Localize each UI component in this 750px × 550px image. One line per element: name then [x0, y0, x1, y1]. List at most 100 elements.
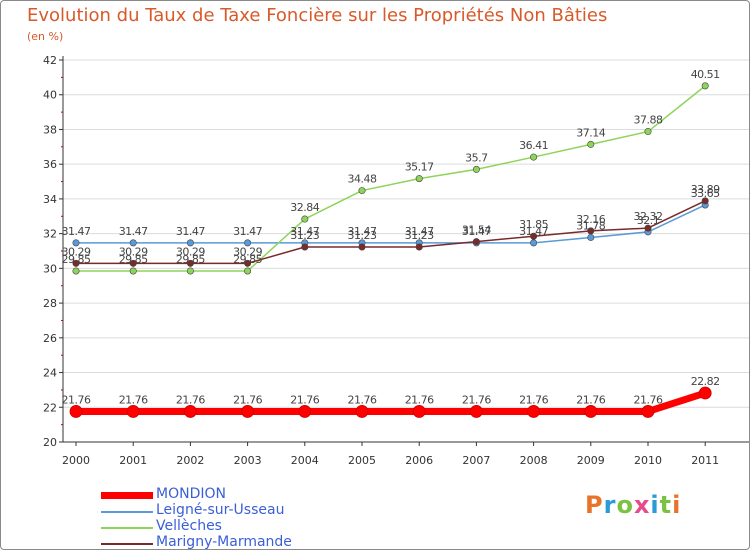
legend-swatch: [101, 527, 153, 529]
series-point: [186, 267, 194, 275]
data-label: 21.76: [62, 393, 91, 406]
legend-label: Leigné-sur-Usseau: [156, 502, 285, 518]
data-label: 31.47: [348, 225, 377, 238]
data-label: 31.47: [62, 225, 91, 238]
y-tick-label: 32: [43, 228, 57, 241]
series-point: [72, 259, 80, 267]
x-tick-label: 2000: [62, 454, 90, 467]
data-label: 30.29: [233, 245, 262, 258]
logo-letter: t: [659, 491, 673, 519]
data-label: 31.23: [348, 229, 377, 242]
series-point: [698, 386, 712, 400]
series-point: [587, 227, 595, 235]
series-line-3: [75, 200, 706, 265]
series-point: [129, 259, 137, 267]
logo-letter: x: [633, 491, 651, 519]
series-point: [587, 140, 595, 148]
y-tick-label: 26: [43, 332, 57, 345]
data-label: 35.7: [465, 151, 488, 164]
data-label: 32.1: [637, 214, 660, 227]
data-label: 30.29: [62, 245, 91, 258]
data-label: 31.47: [519, 225, 548, 238]
y-tick-label: 28: [43, 297, 57, 310]
data-label: 36.41: [519, 139, 548, 152]
y-tick-label: 20: [43, 436, 57, 449]
x-tick-label: 2001: [119, 454, 147, 467]
x-tick-label: 2002: [176, 454, 204, 467]
series-point: [530, 153, 538, 161]
series-point: [530, 239, 538, 247]
data-label: 32.16: [576, 213, 605, 226]
data-label: 31.47: [119, 225, 148, 238]
series-point: [186, 239, 194, 247]
data-label: 21.76: [405, 393, 434, 406]
series-point: [644, 224, 652, 232]
series-point: [644, 128, 652, 136]
legend-label: Vellèches: [156, 518, 222, 534]
y-tick-label: 24: [43, 367, 57, 380]
series-point: [72, 239, 80, 247]
logo-letter: r: [603, 491, 617, 519]
data-label: 31.47: [462, 225, 491, 238]
data-label: 40.51: [691, 68, 720, 81]
series-point: [530, 232, 538, 240]
proxiti-logo: Proxiti: [585, 491, 681, 519]
y-tick-label: 42: [43, 54, 57, 67]
data-label: 31.78: [576, 219, 605, 232]
legend-swatch: [101, 543, 153, 545]
data-label: 21.76: [519, 393, 548, 406]
logo-letter: i: [650, 491, 660, 519]
series-point: [701, 82, 709, 90]
series-line-1: [75, 204, 706, 244]
series-point: [584, 405, 598, 418]
data-label: 21.76: [119, 393, 148, 406]
x-tick-label: 2010: [634, 454, 662, 467]
data-label: 21.76: [634, 393, 663, 406]
legend-label: Marigny-Marmande: [156, 534, 292, 550]
data-label: 29.85: [233, 253, 262, 266]
chart-title: Evolution du Taux de Taxe Foncière sur l…: [27, 5, 608, 26]
data-label: 21.76: [576, 393, 605, 406]
data-label: 21.76: [462, 393, 491, 406]
x-tick-label: 2005: [348, 454, 376, 467]
data-label: 31.23: [405, 229, 434, 242]
y-tick-label: 36: [43, 158, 57, 171]
series-point: [72, 267, 80, 275]
series-point: [69, 405, 83, 418]
data-label: 31.47: [176, 225, 205, 238]
data-label: 21.76: [176, 393, 205, 406]
legend-swatch: [101, 492, 153, 499]
series-point: [129, 239, 137, 247]
x-tick-label: 2007: [462, 454, 490, 467]
data-label: 37.14: [576, 126, 605, 139]
x-tick-label: 2011: [691, 454, 719, 467]
series-point: [355, 405, 369, 418]
data-label: 22.82: [691, 375, 720, 388]
series-point: [412, 405, 426, 418]
x-tick-label: 2006: [405, 454, 433, 467]
series-point: [641, 405, 655, 418]
data-label: 31.47: [233, 225, 262, 238]
data-label: 31.85: [519, 218, 548, 231]
series-point: [415, 243, 423, 251]
series-point: [298, 405, 312, 418]
x-tick-label: 2008: [520, 454, 548, 467]
data-label: 21.76: [290, 393, 319, 406]
series-point: [358, 243, 366, 251]
series-point: [126, 405, 140, 418]
y-tick-label: 38: [43, 123, 57, 136]
data-label: 29.85: [119, 253, 148, 266]
series-point: [301, 243, 309, 251]
series-point: [129, 267, 137, 275]
data-label: 34.48: [348, 173, 377, 186]
legend-label: MONDION: [156, 486, 226, 502]
series-line-2: [75, 85, 706, 272]
series-line-0: [72, 389, 709, 415]
series-point: [415, 175, 423, 183]
series-point: [241, 405, 255, 418]
data-label: 29.85: [62, 253, 91, 266]
series-point: [358, 187, 366, 195]
y-tick-label: 40: [43, 89, 57, 102]
